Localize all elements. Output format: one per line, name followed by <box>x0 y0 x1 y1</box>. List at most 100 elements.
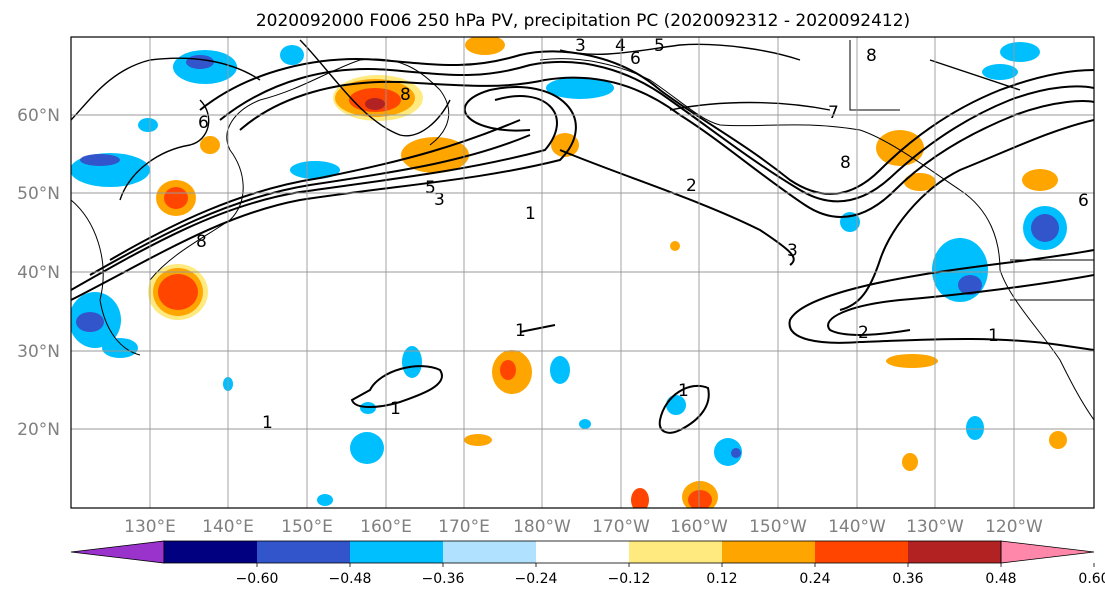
contour-label: 1 <box>525 204 536 224</box>
colorbar-segment <box>1000 540 1095 564</box>
colorbar-segment <box>164 541 257 563</box>
colorbar-tick-label: −0.24 <box>515 571 558 587</box>
precip-blob <box>465 37 505 55</box>
colorbar-frame <box>163 540 1002 564</box>
contour-label: 2 <box>686 176 697 196</box>
contour-label: 5 <box>654 36 665 56</box>
precip-blob <box>102 338 138 358</box>
pv-contour <box>788 249 1094 351</box>
precip-blob <box>76 312 104 332</box>
precip-blob <box>966 416 984 440</box>
contour-label: 3 <box>575 36 586 56</box>
pv-contour <box>219 60 1094 203</box>
precip-blob <box>402 346 422 378</box>
precip-blob <box>688 490 712 508</box>
map-gridlines <box>71 37 1094 508</box>
lon-label: 170°E <box>438 517 490 537</box>
lon-label: 130°W <box>906 517 964 537</box>
colorbar-segment <box>350 541 443 563</box>
colorbar-segment <box>815 541 908 563</box>
contour-label: 1 <box>678 381 689 401</box>
contour-label: 7 <box>828 103 839 123</box>
colorbar-segment <box>443 541 536 563</box>
precip-blob <box>714 438 742 466</box>
contour-label: 8 <box>866 46 877 66</box>
pv-contour <box>559 149 795 266</box>
precip-blob <box>164 187 188 209</box>
colorbar-ticks: −0.60 −0.48 −0.36 −0.24 −0.12 0.12 0.24 0.36 0.4… <box>236 563 1105 587</box>
precip-blob <box>138 118 158 132</box>
lat-label: 30°N <box>17 342 60 362</box>
contour-label: 5 <box>425 178 436 198</box>
precip-blob <box>670 241 680 251</box>
precip-blob <box>546 77 614 99</box>
contour-label: 3 <box>787 241 798 261</box>
precip-blob <box>158 274 198 310</box>
latitude-labels: 60°N 50°N 40°N 30°N 20°N <box>17 106 60 440</box>
precip-blob <box>500 360 516 380</box>
colorbar-segment <box>257 541 350 563</box>
lon-label: 130°E <box>124 517 176 537</box>
pv-contour <box>827 274 1094 336</box>
map-background <box>71 37 1094 508</box>
colorbar-tick-label: 0.60 <box>1078 571 1105 587</box>
colorbar-tick-label: −0.60 <box>236 571 279 587</box>
precip-blob <box>666 395 686 415</box>
precip-blob <box>579 419 591 429</box>
precip-blob <box>350 432 384 464</box>
contour-label: 6 <box>1078 191 1089 211</box>
colorbar-segment <box>629 541 722 563</box>
pv-contour <box>559 43 801 61</box>
contour-label: 1 <box>262 413 273 433</box>
colorbar-segment <box>908 541 1001 563</box>
precip-blob <box>1031 214 1059 242</box>
pv-contour <box>299 39 451 137</box>
precip-blob <box>317 494 333 506</box>
contour-label: 1 <box>515 321 526 341</box>
precip-blob <box>886 354 938 368</box>
colorbar-tick-label: −0.12 <box>608 571 651 587</box>
precip-blob <box>731 448 741 458</box>
coastline-japan <box>149 99 261 281</box>
lon-label: 140°E <box>202 517 254 537</box>
lon-label: 140°W <box>828 517 886 537</box>
contour-labels: 1 1 1 1 1 1 2 2 3 3 3 4 5 5 6 6 6 7 8 8 … <box>196 36 1089 433</box>
lon-label: 120°W <box>985 517 1043 537</box>
colorbar-tick-label: 0.12 <box>706 571 737 587</box>
precip-blob <box>464 434 492 446</box>
colorbar-tick-label: 0.48 <box>985 571 1016 587</box>
precip-blob <box>80 154 120 166</box>
precip-blob <box>1049 431 1067 449</box>
pv-contour <box>71 86 577 301</box>
precip-blob <box>365 98 385 110</box>
colorbar-tick-label: −0.48 <box>329 571 372 587</box>
pv-contour <box>519 324 556 333</box>
lon-label: 150°E <box>281 517 333 537</box>
border-canada <box>849 40 900 111</box>
contour-label: 1 <box>390 399 401 419</box>
pv-contour <box>839 119 1094 311</box>
lat-label: 40°N <box>17 263 60 283</box>
contour-label: 4 <box>615 36 626 56</box>
pv-contour <box>929 59 1021 91</box>
pv-contour <box>89 134 531 276</box>
lon-label: 150°W <box>749 517 807 537</box>
pv-contour <box>199 50 1094 195</box>
precip-blob <box>958 275 982 295</box>
precip-blob <box>1000 42 1040 62</box>
precip-blob <box>904 173 936 191</box>
pv-contour <box>239 76 1094 218</box>
pv-contour <box>350 365 443 408</box>
precip-blob <box>982 64 1018 80</box>
longitude-labels: 130°E 140°E 150°E 160°E 170°E 180°W 170°W 160°W… <box>124 517 1043 537</box>
colorbar <box>70 540 1095 564</box>
map-frame <box>70 36 1095 509</box>
coastlines <box>71 40 1094 421</box>
lat-label: 20°N <box>17 420 60 440</box>
contour-label: 1 <box>988 326 999 346</box>
precip-blob <box>360 402 376 414</box>
lon-label: 170°W <box>592 517 650 537</box>
map-title: 2020092000 F006 250 hPa PV, precipitatio… <box>256 11 910 31</box>
